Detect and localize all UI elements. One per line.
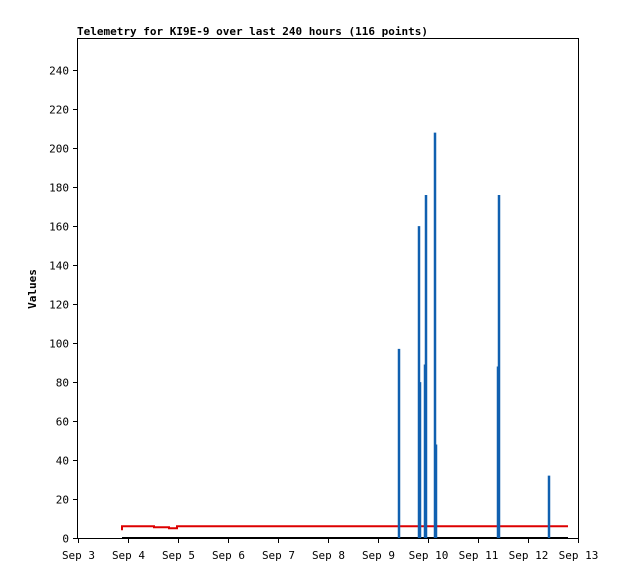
x-tick-label: Sep 13 [559,549,599,562]
y-tick-label: 160 [49,221,69,234]
plot-frame [77,38,579,539]
y-tick-label: 80 [56,377,69,390]
y-axis-ticks: 0 20 40 60 80 100 120 140 160 180 200 220 240 [49,65,78,546]
y-tick-label: 180 [49,182,69,195]
x-axis-ticks: Sep 3 Sep 4 Sep 5 Sep 6 Sep 7 Sep 8 Sep 9 Sep 1… [62,538,598,562]
y-tick-label: 240 [49,65,69,78]
x-tick-label: Sep 6 [212,549,245,562]
data-series [121,132,568,539]
telemetry-step-line [121,525,568,531]
y-axis-label: Values [26,269,39,309]
y-tick-label: 220 [49,104,69,117]
x-tick-label: Sep 8 [312,549,345,562]
y-tick-label: 200 [49,143,69,156]
y-tick-label: 60 [56,416,69,429]
y-tick-label: 100 [49,338,69,351]
y-tick-label: 0 [62,533,69,546]
x-tick-label: Sep 5 [162,549,195,562]
y-tick-label: 140 [49,260,69,273]
y-tick-label: 20 [56,494,69,507]
y-tick-label: 120 [49,299,69,312]
x-tick-label: Sep 4 [112,549,145,562]
y-tick-label: 40 [56,455,69,468]
x-tick-label: Sep 11 [459,549,499,562]
x-tick-label: Sep 7 [262,549,295,562]
chart-title: Telemetry for KI9E-9 over last 240 hours… [77,25,428,38]
x-tick-label: Sep 3 [62,549,95,562]
x-tick-label: Sep 10 [409,549,449,562]
x-tick-label: Sep 9 [362,549,395,562]
x-tick-label: Sep 12 [509,549,549,562]
